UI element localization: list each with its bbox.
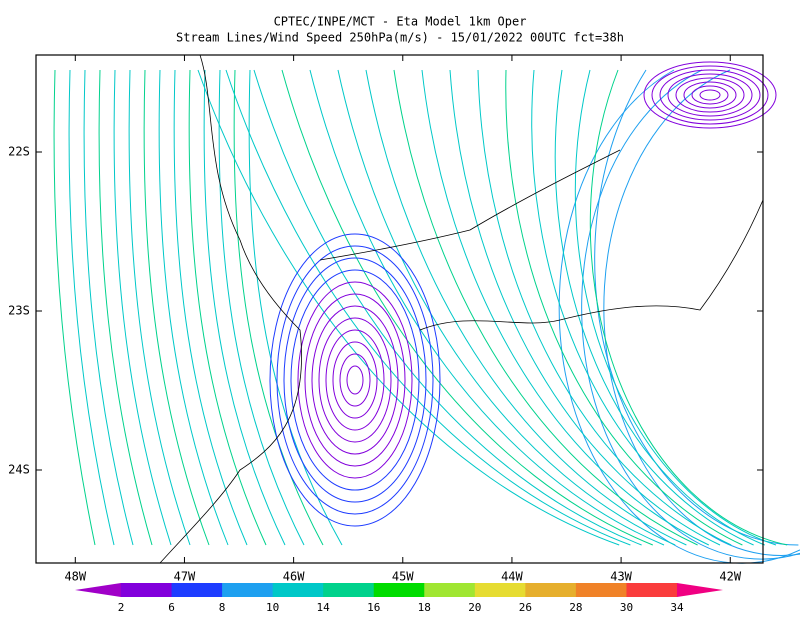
streamline	[309, 69, 665, 546]
streamline	[276, 245, 434, 515]
streamline	[659, 69, 761, 121]
streamline	[197, 69, 620, 546]
streamline	[248, 69, 343, 546]
streamline	[421, 69, 710, 546]
colorbar-segment	[575, 583, 627, 597]
streamline	[581, 69, 800, 560]
colorbar-label: 6	[168, 601, 175, 614]
streamline	[332, 341, 378, 419]
streamline	[283, 257, 427, 503]
colorbar-label: 18	[418, 601, 431, 614]
colorbar-label: 2	[118, 601, 125, 614]
streamline	[173, 69, 248, 546]
x-tick-label: 47W	[174, 570, 196, 584]
streamline	[667, 73, 753, 117]
map-frame	[35, 54, 764, 564]
x-tick-label: 43W	[610, 570, 632, 584]
colorbar-segment	[272, 583, 324, 597]
streamline	[603, 69, 800, 556]
streamline	[449, 69, 721, 546]
chart-subtitle: Stream Lines/Wind Speed 250hPa(m/s) - 15…	[176, 31, 624, 45]
streamline	[699, 89, 721, 101]
colorbar-label: 20	[468, 601, 481, 614]
streamline	[589, 69, 788, 546]
streamline	[393, 69, 698, 546]
colorbar-segment	[474, 583, 526, 597]
streamline	[269, 233, 441, 527]
streamline	[128, 69, 191, 546]
streamline	[651, 65, 769, 125]
streamline	[643, 61, 777, 129]
streamline	[290, 269, 420, 491]
colorbar-end	[677, 583, 723, 597]
streamline	[325, 329, 385, 431]
border-lines	[319, 149, 764, 331]
streamline	[281, 69, 653, 546]
colorbar-segment	[373, 583, 425, 597]
colorbar-label: 16	[367, 601, 380, 614]
colorbar-label: 30	[620, 601, 633, 614]
streamline	[675, 77, 745, 113]
streamline	[98, 69, 153, 546]
colorbar-label: 26	[519, 601, 532, 614]
streamline	[203, 69, 286, 546]
streamline	[113, 69, 172, 546]
chart-title: CPTEC/INPE/MCT - Eta Model 1km Oper	[274, 15, 527, 29]
colorbar-segment	[626, 583, 678, 597]
streamline	[365, 69, 687, 546]
streamline	[318, 317, 392, 443]
colorbar-segment	[424, 583, 476, 597]
streamline	[304, 293, 406, 467]
streamline	[337, 69, 676, 546]
x-tick-label: 45W	[392, 570, 414, 584]
colorbar-segment	[525, 583, 577, 597]
colorbar-label: 8	[219, 601, 226, 614]
coastline	[159, 54, 302, 564]
streamline	[233, 69, 324, 546]
streamline	[225, 69, 631, 546]
x-tick-label: 48W	[64, 570, 86, 584]
colorbar-segment	[222, 583, 274, 597]
streamline	[594, 69, 799, 546]
colorbar-label: 34	[670, 601, 684, 614]
y-tick-label: 22S	[8, 144, 30, 158]
streamline	[531, 69, 754, 546]
streamline	[53, 69, 96, 546]
colorbar-end	[75, 583, 121, 597]
streamline	[68, 69, 115, 546]
streamline	[683, 81, 737, 109]
streamline	[218, 69, 305, 546]
colorbar-label: 14	[317, 601, 331, 614]
colorbar-segment	[171, 583, 223, 597]
streamline	[83, 69, 134, 546]
colorbar-segment	[323, 583, 375, 597]
colorbar-label: 10	[266, 601, 279, 614]
streamline	[143, 69, 210, 546]
streamline	[346, 365, 364, 395]
streamline	[158, 69, 229, 546]
streamline	[477, 69, 732, 546]
streamline	[558, 69, 800, 564]
x-tick-label: 44W	[501, 570, 523, 584]
streamline	[505, 69, 743, 546]
x-tick-label: 46W	[283, 570, 305, 584]
streamline	[554, 69, 765, 546]
x-tick-label: 42W	[719, 570, 741, 584]
streamline	[188, 69, 267, 546]
colorbar-segment	[121, 583, 173, 597]
streamline	[574, 69, 777, 546]
streamline	[253, 69, 642, 546]
streamline	[297, 281, 413, 479]
y-tick-label: 24S	[8, 462, 30, 476]
y-tick-label: 23S	[8, 303, 30, 317]
streamline	[691, 85, 729, 105]
streamline	[339, 353, 371, 407]
colorbar-label: 28	[569, 601, 582, 614]
streamline	[311, 305, 399, 455]
streamlines	[53, 61, 800, 564]
